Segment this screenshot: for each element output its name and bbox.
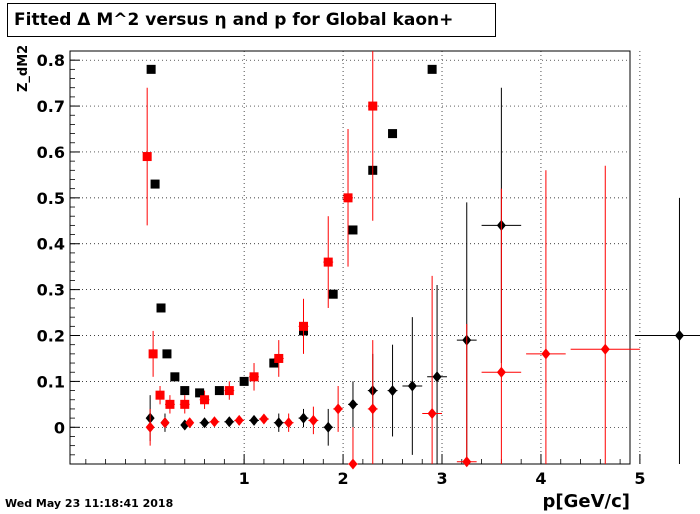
data-point-diamond bbox=[308, 414, 318, 426]
data-point-square bbox=[323, 257, 333, 267]
data-point-diamond bbox=[348, 458, 358, 470]
x-axis-label: p[GeV/c] bbox=[542, 491, 631, 512]
data-point-square bbox=[214, 386, 224, 396]
data-point-diamond bbox=[298, 412, 308, 424]
data-point-diamond bbox=[541, 348, 551, 360]
data-point-diamond bbox=[259, 413, 269, 425]
data-point-square bbox=[170, 372, 180, 382]
data-point-square bbox=[200, 395, 210, 405]
data-point-diamond bbox=[160, 417, 170, 429]
data-point-square bbox=[142, 152, 152, 162]
data-point-square bbox=[249, 372, 259, 382]
data-point-square bbox=[368, 101, 378, 111]
data-point-diamond bbox=[185, 417, 195, 429]
data-point-square bbox=[146, 64, 156, 74]
data-point-diamond bbox=[432, 371, 442, 383]
data-point-diamond bbox=[348, 398, 358, 410]
y-tick-label: 0.4 bbox=[37, 235, 65, 254]
x-tick-label: 2 bbox=[338, 469, 349, 488]
x-tick-label: 4 bbox=[535, 469, 546, 488]
data-point-diamond bbox=[368, 403, 378, 415]
data-point-square bbox=[148, 349, 158, 359]
data-point-square bbox=[156, 303, 166, 313]
data-point-square bbox=[162, 349, 172, 359]
data-point-diamond bbox=[496, 366, 506, 378]
data-point-square bbox=[239, 376, 249, 386]
data-point-square bbox=[269, 358, 279, 368]
data-point-diamond bbox=[674, 330, 684, 342]
y-axis-label: Z_dM2 bbox=[16, 45, 31, 92]
data-point-diamond bbox=[224, 416, 234, 428]
data-point-diamond bbox=[274, 417, 284, 429]
y-tick-label: 0.3 bbox=[37, 281, 65, 300]
data-point-square bbox=[165, 399, 175, 409]
x-tick-label: 1 bbox=[239, 469, 250, 488]
y-tick-label: 0.2 bbox=[37, 327, 65, 346]
data-point-square bbox=[343, 193, 353, 203]
data-point-square bbox=[328, 289, 338, 299]
data-point-diamond bbox=[284, 417, 294, 429]
y-tick-label: 0.8 bbox=[37, 51, 65, 70]
data-point-diamond bbox=[427, 408, 437, 420]
data-point-diamond bbox=[209, 416, 219, 428]
data-point-diamond bbox=[407, 380, 417, 392]
data-point-square bbox=[298, 321, 308, 331]
y-tick-label: 0.5 bbox=[37, 189, 65, 208]
data-point-square bbox=[180, 386, 190, 396]
data-point-square bbox=[150, 179, 160, 189]
data-point-diamond bbox=[333, 403, 343, 415]
data-point-square bbox=[155, 390, 165, 400]
data-point-diamond bbox=[249, 414, 259, 426]
data-point-diamond bbox=[462, 456, 472, 468]
x-tick-label: 3 bbox=[436, 469, 447, 488]
y-tick-label: 0.6 bbox=[37, 143, 65, 162]
x-tick-label: 5 bbox=[634, 469, 645, 488]
data-point-diamond bbox=[323, 421, 333, 433]
timestamp: Wed May 23 11:18:41 2018 bbox=[5, 497, 174, 510]
chart-title: Fitted Δ M^2 versus η and p for Global k… bbox=[7, 3, 496, 37]
data-point-diamond bbox=[600, 343, 610, 355]
y-tick-label: 0 bbox=[54, 418, 65, 437]
data-point-square bbox=[427, 64, 437, 74]
data-point-diamond bbox=[145, 421, 155, 433]
data-point-square bbox=[180, 399, 190, 409]
data-point-square bbox=[348, 225, 358, 235]
data-point-square bbox=[195, 388, 205, 398]
y-tick-label: 0.7 bbox=[37, 97, 65, 116]
data-point-square bbox=[388, 129, 398, 139]
data-point-diamond bbox=[388, 385, 398, 397]
data-point-diamond bbox=[200, 417, 210, 429]
data-point-square bbox=[274, 353, 284, 363]
y-tick-label: 0.1 bbox=[37, 372, 65, 391]
data-point-square bbox=[224, 386, 234, 396]
data-point-diamond bbox=[234, 414, 244, 426]
